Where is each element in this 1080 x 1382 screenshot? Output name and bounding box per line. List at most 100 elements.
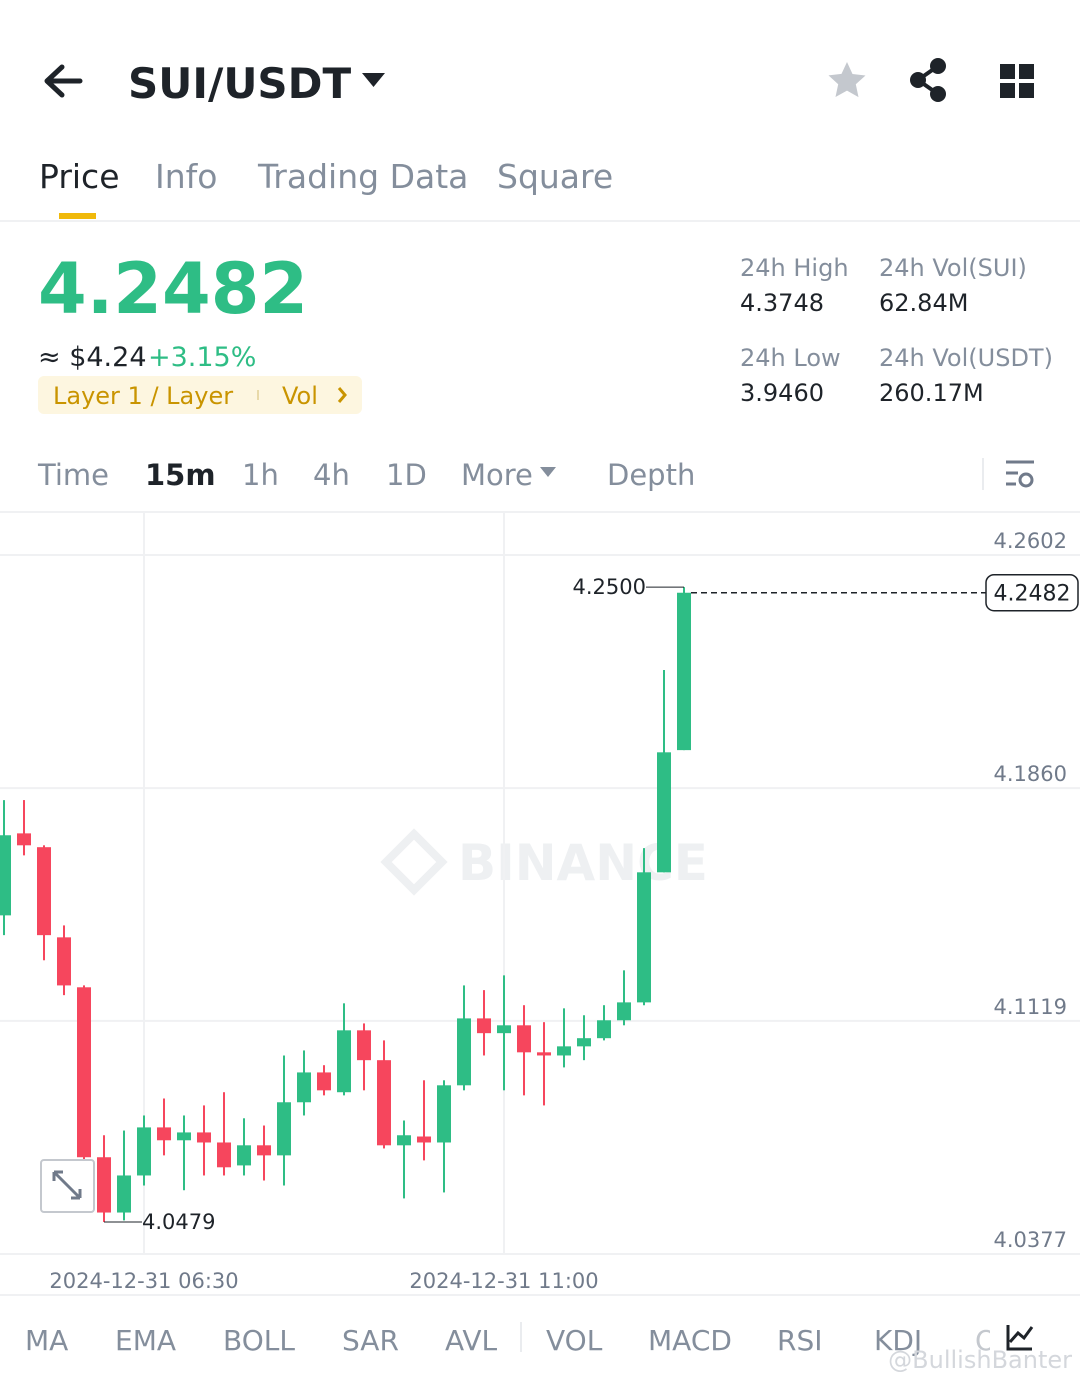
candle-body <box>17 833 31 846</box>
stat-value: 260.17M <box>879 379 984 407</box>
stat-label: 24h Vol(SUI) <box>879 254 1027 282</box>
indicator[interactable]: AVL <box>445 1324 498 1357</box>
candle-body <box>457 1018 471 1086</box>
indicator[interactable]: SAR <box>342 1324 399 1357</box>
change: +3.15% <box>148 342 256 373</box>
last-price-label: 4.2482 <box>994 582 1071 607</box>
pair-title[interactable]: SUI/USDT <box>128 59 352 108</box>
candle-body <box>177 1132 191 1141</box>
last-price-box <box>985 573 1079 612</box>
divider <box>0 1294 1080 1296</box>
candle-body <box>637 872 651 1003</box>
interval[interactable]: 15m <box>145 458 216 492</box>
y-tick-label: 4.2602 <box>994 529 1067 553</box>
back-button[interactable] <box>44 64 83 98</box>
candle-body <box>237 1145 251 1166</box>
interval[interactable]: 4h <box>313 458 350 492</box>
indicator[interactable]: BOLL <box>223 1324 295 1357</box>
tag[interactable]: Vol <box>282 382 318 410</box>
indicator[interactable]: RSI <box>777 1324 823 1357</box>
tab[interactable]: Info <box>155 157 217 196</box>
high-label: 4.2500 <box>573 575 646 599</box>
divider <box>0 220 1080 222</box>
icon-bg <box>990 1300 1080 1360</box>
tag[interactable]: Layer 1 / Layer <box>53 382 233 410</box>
candle-body <box>157 1127 171 1141</box>
chevron <box>337 387 347 403</box>
indicator[interactable]: MACD <box>648 1324 732 1357</box>
candle-body <box>97 1157 111 1213</box>
candle-body <box>37 847 51 936</box>
interval[interactable]: 1D <box>386 458 427 492</box>
candle-body <box>297 1072 311 1103</box>
candle-body <box>197 1132 211 1143</box>
candle-body <box>377 1060 391 1146</box>
chart: 4.2602 4.1860 4.1119 4.0377 2024-12-31 06:30… <box>0 512 1080 1293</box>
tab[interactable]: Price <box>39 157 120 196</box>
candle-body <box>437 1085 451 1143</box>
tab[interactable]: Trading Data <box>257 157 468 196</box>
candle-body <box>77 987 91 1158</box>
tag-sep <box>257 390 259 400</box>
indicator[interactable]: EMA <box>115 1324 176 1357</box>
more-caret <box>540 467 556 477</box>
usd-price: ≈ $4.24 <box>38 342 147 373</box>
candle-body <box>577 1038 591 1047</box>
candle-body <box>217 1142 231 1168</box>
divider <box>0 511 1080 513</box>
favorite-icon[interactable] <box>828 62 866 98</box>
expand-icon <box>52 1170 82 1200</box>
pair-caret[interactable] <box>362 73 385 87</box>
candle-body <box>557 1046 571 1056</box>
candle-body <box>57 937 71 986</box>
tab-indicator <box>59 213 96 219</box>
chart-settings-icon[interactable] <box>1006 460 1034 488</box>
candle-body <box>397 1135 411 1146</box>
credit: @BullishBanter <box>888 1346 1072 1374</box>
candle-body <box>257 1145 271 1156</box>
candle-body <box>657 752 671 873</box>
stat-label: 24h Low <box>740 344 841 372</box>
x-tick-label: 2024-12-31 06:30 <box>49 1269 238 1293</box>
y-tick-label: 4.1119 <box>994 995 1067 1019</box>
candle-body <box>477 1018 491 1034</box>
candle-body <box>517 1025 531 1053</box>
low-label: 4.0479 <box>142 1210 215 1234</box>
stat-label: 24h High <box>740 254 849 282</box>
tab[interactable]: Square <box>497 157 613 196</box>
interval[interactable]: Time <box>37 458 109 492</box>
watermark-logo <box>380 828 448 896</box>
x-tick-label: 2024-12-31 11:00 <box>409 1269 598 1293</box>
tag-box[interactable] <box>38 376 362 414</box>
candle-body <box>317 1072 331 1091</box>
interval[interactable]: 1h <box>242 458 279 492</box>
candle-body <box>677 592 691 751</box>
candle-body <box>597 1020 611 1039</box>
candle-body <box>537 1052 551 1056</box>
stat-value: 4.3748 <box>740 289 824 317</box>
y-tick-label: 4.1860 <box>994 762 1067 786</box>
candle-body <box>0 835 11 916</box>
candle-body <box>417 1136 431 1143</box>
last-price: 4.2482 <box>38 248 308 330</box>
interval[interactable]: More <box>461 458 533 492</box>
indicator-settings-icon[interactable] <box>1006 1325 1034 1351</box>
indicator[interactable]: MA <box>25 1324 68 1357</box>
indicator[interactable]: KDJ <box>874 1324 922 1357</box>
candle-body <box>357 1030 371 1061</box>
candle-body <box>337 1030 351 1093</box>
divider <box>520 1322 522 1352</box>
divider <box>982 458 984 490</box>
candle-body <box>137 1127 151 1176</box>
grid-icon[interactable] <box>1000 64 1034 98</box>
interval[interactable]: Depth <box>607 458 695 492</box>
candle-body <box>497 1025 511 1034</box>
y-tick-label: 4.0377 <box>994 1228 1067 1252</box>
candle-body <box>277 1102 291 1156</box>
stat-value: 62.84M <box>879 289 968 317</box>
share-icon[interactable] <box>910 58 946 102</box>
indicator[interactable]: VOL <box>546 1324 603 1357</box>
stat-value: 3.9460 <box>740 379 824 407</box>
